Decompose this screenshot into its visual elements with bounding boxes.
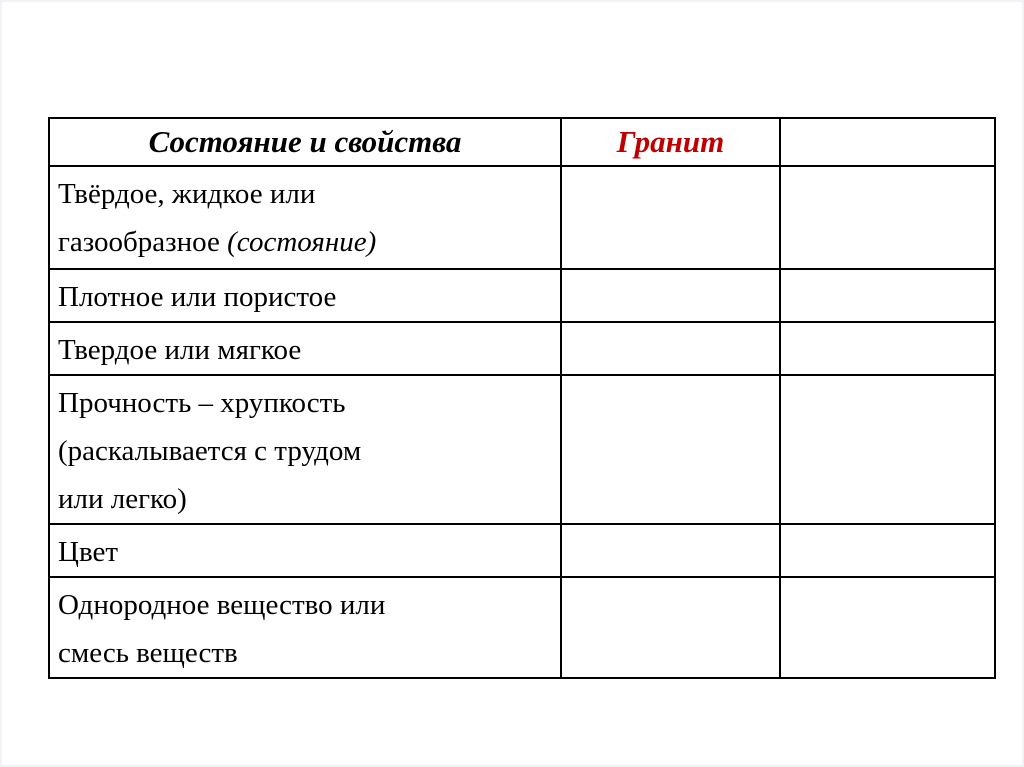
table-row: Плотное или пористое bbox=[48, 268, 996, 323]
granite-cell bbox=[560, 268, 781, 323]
property-cell: Цвет bbox=[48, 523, 562, 578]
table-row: Твердое или мягкое bbox=[48, 321, 996, 376]
table-header-row: Состояние и свойства Гранит bbox=[48, 117, 996, 167]
granite-cell bbox=[560, 576, 781, 679]
table-row: Однородное вещество или смесь веществ bbox=[48, 576, 996, 679]
property-cell: Однородное вещество или смесь веществ bbox=[48, 576, 562, 679]
property-text: Прочность – хрупкость (раскалывается с т… bbox=[58, 387, 362, 515]
table-row: Цвет bbox=[48, 523, 996, 578]
extra-cell bbox=[779, 576, 996, 679]
table-row: Прочность – хрупкость (раскалывается с т… bbox=[48, 374, 996, 525]
property-text-italic: (состояние) bbox=[227, 226, 377, 258]
granite-cell bbox=[560, 523, 781, 578]
table-row: Твёрдое, жидкое или газообразное (состоя… bbox=[48, 165, 996, 270]
extra-cell bbox=[779, 268, 996, 323]
header-empty bbox=[779, 117, 996, 167]
granite-cell bbox=[560, 321, 781, 376]
property-cell: Твёрдое, жидкое или газообразное (состоя… bbox=[48, 165, 562, 270]
granite-cell bbox=[560, 374, 781, 525]
property-text: Однородное вещество или смесь веществ bbox=[58, 589, 386, 669]
extra-cell bbox=[779, 523, 996, 578]
extra-cell bbox=[779, 321, 996, 376]
property-text: Твёрдое, жидкое или газообразное bbox=[58, 178, 316, 258]
property-text: Твердое или мягкое bbox=[58, 334, 302, 366]
property-cell: Твердое или мягкое bbox=[48, 321, 562, 376]
property-cell: Плотное или пористое bbox=[48, 268, 562, 323]
property-text: Плотное или пористое bbox=[58, 281, 337, 313]
property-cell: Прочность – хрупкость (раскалывается с т… bbox=[48, 374, 562, 525]
properties-table: Состояние и свойства Гранит Твёрдое, жид… bbox=[48, 117, 996, 679]
extra-cell bbox=[779, 165, 996, 270]
header-properties: Состояние и свойства bbox=[48, 117, 562, 167]
extra-cell bbox=[779, 374, 996, 525]
header-granite: Гранит bbox=[560, 117, 781, 167]
granite-cell bbox=[560, 165, 781, 270]
property-text: Цвет bbox=[58, 536, 119, 568]
